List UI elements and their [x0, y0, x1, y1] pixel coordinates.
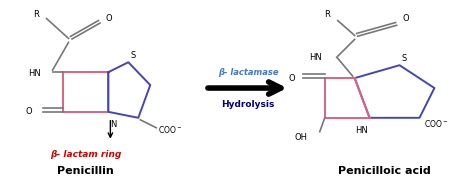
Text: β- lactam ring: β- lactam ring	[50, 150, 121, 159]
Text: S: S	[401, 54, 407, 63]
Text: R: R	[33, 10, 38, 19]
Text: O: O	[26, 107, 33, 116]
Text: O: O	[288, 74, 295, 83]
Text: O: O	[105, 14, 112, 23]
Text: COO$^-$: COO$^-$	[424, 118, 449, 129]
Text: Hydrolysis: Hydrolysis	[221, 100, 274, 109]
Text: HN: HN	[355, 126, 368, 135]
Text: COO$^-$: COO$^-$	[158, 124, 182, 135]
Text: Penicillin: Penicillin	[57, 166, 114, 176]
Text: R: R	[324, 10, 330, 19]
Text: S: S	[130, 51, 136, 60]
Text: OH: OH	[295, 133, 308, 142]
Text: N: N	[110, 120, 117, 129]
Text: HN: HN	[309, 53, 322, 62]
Text: HN: HN	[28, 69, 41, 78]
Text: β- lactamase: β- lactamase	[218, 68, 278, 77]
Text: O: O	[402, 14, 409, 23]
Text: Penicilloic acid: Penicilloic acid	[338, 166, 431, 176]
